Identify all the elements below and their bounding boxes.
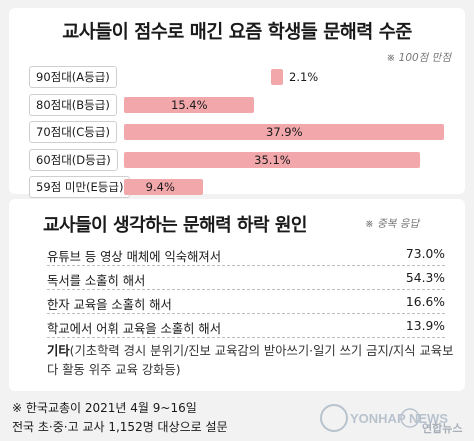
other-label: 기타 [47,344,70,358]
footnote-line-1: ※ 한국교총이 2021년 4월 9~16일 [12,401,197,415]
bar [124,151,421,168]
cause-row: 학교에서 어휘 교육을 소홀히 해서 13.9% [47,317,445,338]
cause-row: 한자 교육을 소홀히 해서 16.6% [47,293,445,314]
category-label: 59점 미만(E등급) [29,176,131,198]
category-label: 90점대(A등급) [29,66,117,88]
decline-causes-panel: 교사들이 생각하는 문해력 하락 원인 ※ 중복 응답 유튜브 등 영상 매체에… [9,199,465,391]
cause-row: 독서를 소홀히 해서 54.3% [47,269,445,290]
bar [124,96,255,113]
cause-value: 73.0% [405,247,445,261]
bar-value-label: 2.1% [289,70,319,84]
bar-value-label: 15.4% [171,97,208,112]
bar [271,69,283,85]
cause-value: 13.9% [405,319,445,333]
bar [124,179,204,195]
cause-value: 16.6% [405,295,445,309]
survey-footnote: ※ 한국교총이 2021년 4월 9~16일 전국 초·중·고 교사 1,152… [12,399,228,437]
chart-title: 교사들이 점수로 매긴 요즘 학생들 문해력 수준 [62,22,412,43]
category-label: 70점대(C등급) [29,121,117,143]
other-text: (기초학력 경시 분위기/진보 교육감의 받아쓰기·일기 쓰기 금지/지식 교육… [47,344,454,377]
bar-value-label: 35.1% [254,152,291,167]
cause-row: 유튜브 등 영상 매체에 익숙해져서 73.0% [47,245,445,266]
cause-label: 한자 교육을 소홀히 해서 [47,298,172,312]
chart-note: ※ 100점 만점 [386,52,452,64]
logo-ring-icon [400,408,420,428]
causes-note: ※ 중복 응답 [365,218,420,230]
causes-title: 교사들이 생각하는 문해력 하락 원인 [43,215,307,236]
bar-value-label: 37.9% [266,125,303,139]
cause-label: 독서를 소홀히 해서 [47,274,146,288]
bar-value-label: 9.4% [145,180,175,194]
logo-korean: 연합뉴스 [422,421,462,435]
cause-value: 54.3% [405,271,445,285]
logo-text: YONHAP NEWS [350,411,448,426]
footnote-line-2: 전국 초·중·고 교사 1,152명 대상으로 설문 [12,420,228,434]
cause-label: 학교에서 어휘 교육을 소홀히 해서 [47,322,222,336]
literacy-level-panel: 교사들이 점수로 매긴 요즘 학생들 문해력 수준 ※ 100점 만점 90점대… [9,8,465,198]
bar [124,124,444,140]
other-causes: 기타(기초학력 경시 분위기/진보 교육감의 받아쓰기·일기 쓰기 금지/지식 … [47,342,457,380]
category-label: 80점대(B등급) [29,93,117,116]
logo-emblem-icon [320,404,348,432]
category-label: 60점대(D등급) [29,148,118,171]
yonhap-logo: YONHAP NEWS 연합뉴스 [320,404,462,435]
cause-label: 유튜브 등 영상 매체에 익숙해져서 [47,250,222,264]
